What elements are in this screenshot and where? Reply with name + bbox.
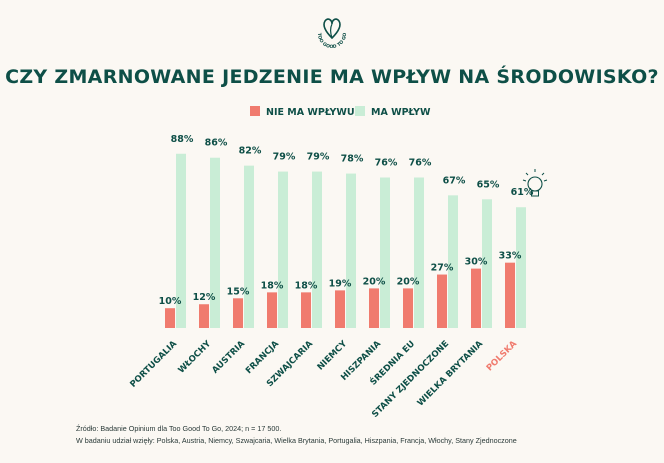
bar-nie-ma-wplywu-niemcy (335, 290, 345, 328)
category-label-włochy: WŁOCHY (177, 339, 214, 376)
label-ma-wplyw-hiszpania: 76% (375, 158, 398, 169)
label-ma-wplyw-niemcy: 78% (341, 154, 364, 165)
bar-ma-wplyw-wielka-brytania (482, 199, 492, 328)
label-nie-ma-wplywu-stany-zjednoczone: 27% (431, 263, 454, 274)
bar-nie-ma-wplywu-hiszpania (369, 288, 379, 328)
bar-nie-ma-wplywu-francja (267, 292, 277, 328)
label-ma-wplyw-polska: 61% (511, 187, 534, 198)
bar-ma-wplyw-szwajcaria (312, 171, 322, 328)
bar-nie-ma-wplywu-włochy (199, 304, 209, 328)
bar-nie-ma-wplywu-szwajcaria (301, 292, 311, 328)
label-nie-ma-wplywu-portugalia: 10% (159, 296, 182, 307)
label-ma-wplyw-austria: 82% (239, 146, 262, 157)
category-label-wielka-brytania: WIELKA BRYTANIA (416, 339, 486, 409)
bar-nie-ma-wplywu-polska (505, 262, 515, 328)
label-ma-wplyw-francja: 79% (273, 152, 296, 163)
bar-nie-ma-wplywu-austria (233, 298, 243, 328)
label-nie-ma-wplywu-włochy: 12% (193, 292, 216, 303)
label-nie-ma-wplywu-polska: 33% (499, 251, 522, 262)
bar-ma-wplyw-francja (278, 171, 288, 328)
bar-nie-ma-wplywu-portugalia (165, 308, 175, 328)
legend-swatch-red (250, 106, 260, 116)
legend-label-ma-wplyw: MA WPŁYW (371, 107, 431, 118)
bar-ma-wplyw-portugalia (176, 153, 186, 328)
too-good-to-go-logo: TOO GOOD TO GO (316, 18, 348, 50)
legend-item-ma-wplyw: MA WPŁYW (355, 106, 431, 118)
legend-label-nie-ma-wplywu: NIE MA WPŁYWU (266, 107, 355, 118)
bar-ma-wplyw-stany-zjednoczone (448, 195, 458, 328)
label-ma-wplyw-wielka-brytania: 65% (477, 179, 500, 190)
label-nie-ma-wplywu-francja: 18% (261, 280, 284, 291)
label-ma-wplyw-stany-zjednoczone: 67% (443, 175, 466, 186)
footer-countries: W badaniu udział wzięły: Polska, Austria… (76, 435, 517, 445)
label-nie-ma-wplywu-austria: 15% (227, 286, 250, 297)
bar-ma-wplyw-niemcy (346, 173, 356, 328)
label-ma-wplyw-średnia-eu: 76% (409, 158, 432, 169)
bar-ma-wplyw-polska (516, 207, 526, 328)
bar-ma-wplyw-średnia-eu (414, 177, 424, 328)
label-nie-ma-wplywu-hiszpania: 20% (363, 276, 386, 287)
label-ma-wplyw-portugalia: 88% (171, 134, 194, 145)
lightbulb-base-icon (531, 190, 539, 197)
label-nie-ma-wplywu-wielka-brytania: 30% (465, 257, 488, 268)
label-nie-ma-wplywu-szwajcaria: 18% (295, 280, 318, 291)
legend-swatch-green (355, 106, 365, 116)
bar-ma-wplyw-włochy (210, 157, 220, 328)
bar-nie-ma-wplywu-stany-zjednoczone (437, 274, 447, 328)
label-ma-wplyw-włochy: 86% (205, 138, 228, 149)
category-label-polska: POLSKA (485, 339, 520, 374)
label-ma-wplyw-szwajcaria: 79% (307, 152, 330, 163)
lightbulb-icon (527, 176, 543, 192)
bar-ma-wplyw-hiszpania (380, 177, 390, 328)
bar-nie-ma-wplywu-średnia-eu (403, 288, 413, 328)
bar-ma-wplyw-austria (244, 165, 254, 328)
lightbulb-rays-icon (522, 169, 548, 182)
footer-source: Źródło: Badanie Opinium dla Too Good To … (76, 424, 282, 433)
category-label-portugalia: PORTUGALIA (128, 339, 179, 390)
label-nie-ma-wplywu-średnia-eu: 20% (397, 276, 420, 287)
category-label-niemcy: NIEMCY (316, 339, 350, 373)
bar-nie-ma-wplywu-wielka-brytania (471, 268, 481, 328)
chart-title: CZY ZMARNOWANE JEDZENIE MA WPŁYW NA ŚROD… (5, 66, 659, 88)
label-nie-ma-wplywu-niemcy: 19% (329, 278, 352, 289)
legend-item-nie-ma-wplywu: NIE MA WPŁYWU (250, 106, 355, 118)
category-label-austria: AUSTRIA (210, 339, 247, 376)
footer: Źródło: Badanie Opinium dla Too Good To … (76, 423, 517, 446)
